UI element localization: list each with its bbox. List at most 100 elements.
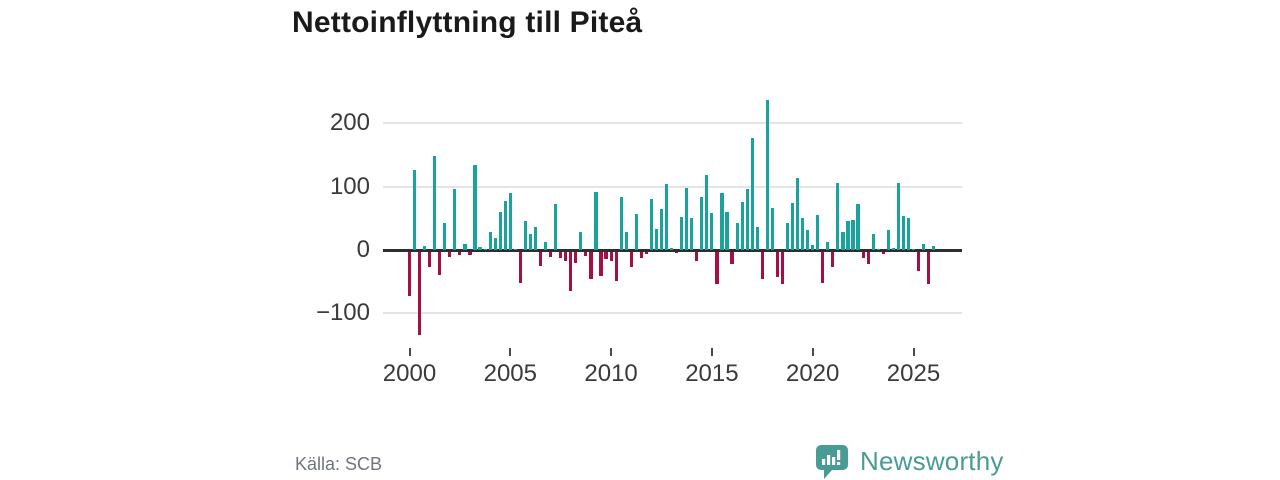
bar	[669, 248, 674, 250]
bar	[705, 175, 709, 250]
bar	[720, 192, 724, 250]
bar	[448, 251, 452, 258]
bar	[750, 137, 754, 250]
bar	[569, 251, 573, 292]
bar	[493, 237, 497, 250]
bar	[811, 244, 815, 250]
bar	[654, 229, 659, 250]
bar	[760, 251, 764, 279]
bar	[458, 251, 462, 255]
x-axis-tick-label: 2000	[382, 360, 437, 387]
bar	[881, 251, 885, 255]
bar	[538, 251, 543, 267]
y-gridline	[383, 185, 962, 188]
bar	[916, 251, 921, 271]
bar	[659, 208, 664, 250]
y-gridline	[383, 122, 962, 125]
bar	[735, 222, 739, 250]
bar	[755, 227, 759, 250]
bar	[856, 203, 860, 250]
bar	[463, 244, 467, 250]
x-axis-tick-mark	[811, 348, 814, 356]
x-axis-tick-mark	[912, 348, 915, 356]
y-axis-tick-label: 100	[329, 172, 370, 200]
y-axis-tick-label: 200	[329, 109, 370, 137]
bar	[846, 220, 850, 250]
bar	[861, 251, 865, 259]
bar	[896, 183, 900, 250]
bar	[428, 251, 432, 267]
bar	[795, 178, 800, 250]
x-axis-tick-label: 2020	[785, 360, 840, 387]
bar	[806, 229, 810, 250]
chart-title: Nettoinflyttning till Piteå	[292, 6, 643, 39]
x-axis-tick-mark	[408, 348, 411, 356]
bar	[533, 226, 538, 250]
x-axis-tick-mark	[509, 348, 512, 356]
bar	[473, 165, 477, 250]
bar	[927, 251, 931, 285]
bar	[700, 197, 704, 250]
bar	[574, 251, 578, 263]
bar	[624, 231, 628, 250]
bar	[685, 187, 689, 250]
bar	[559, 251, 563, 258]
bar	[695, 251, 699, 261]
bar	[725, 211, 729, 250]
bar	[745, 188, 749, 250]
bar	[770, 208, 774, 250]
x-axis-tick-label: 2005	[483, 360, 537, 387]
x-axis-tick-mark	[610, 348, 613, 356]
bar	[478, 246, 482, 250]
bar	[901, 215, 905, 250]
bar	[680, 217, 684, 250]
bar	[564, 251, 568, 261]
bar	[826, 242, 830, 250]
bar	[906, 217, 911, 250]
bar	[785, 222, 790, 250]
x-axis-tick-label: 2010	[584, 360, 638, 387]
bar	[891, 248, 895, 250]
bar	[639, 251, 643, 258]
bar	[932, 245, 936, 250]
bar	[423, 245, 427, 250]
bar	[690, 217, 694, 250]
x-axis-zero-line	[383, 248, 962, 252]
bar	[483, 248, 487, 250]
bar	[619, 196, 623, 250]
bar	[579, 232, 583, 250]
newsworthy-logo-text: Newsworthy	[860, 445, 1004, 476]
bar	[649, 198, 653, 250]
bar	[831, 251, 835, 268]
bar	[508, 192, 512, 250]
bar	[554, 203, 558, 250]
bar	[498, 211, 502, 250]
bar	[609, 251, 613, 261]
bar	[589, 251, 593, 280]
bar	[629, 251, 633, 267]
bar	[821, 251, 825, 284]
bar	[816, 215, 820, 250]
bar	[549, 251, 553, 257]
bar	[675, 251, 679, 254]
bar	[412, 170, 417, 250]
bar	[438, 251, 442, 275]
bar	[614, 251, 618, 282]
newsworthy-logo-icon	[813, 442, 851, 480]
bar	[886, 229, 890, 250]
x-axis-tick-label: 2025	[886, 360, 941, 387]
bar	[851, 220, 855, 250]
bar	[775, 251, 779, 277]
bar	[594, 192, 598, 250]
bar	[715, 251, 719, 284]
bar	[841, 231, 845, 250]
bar	[740, 202, 744, 250]
bar	[644, 251, 648, 255]
bar	[468, 251, 472, 256]
bar	[513, 248, 517, 250]
bar	[584, 251, 588, 256]
bar	[790, 203, 795, 250]
bar	[543, 241, 548, 250]
y-axis-tick-label: 0	[356, 236, 370, 263]
